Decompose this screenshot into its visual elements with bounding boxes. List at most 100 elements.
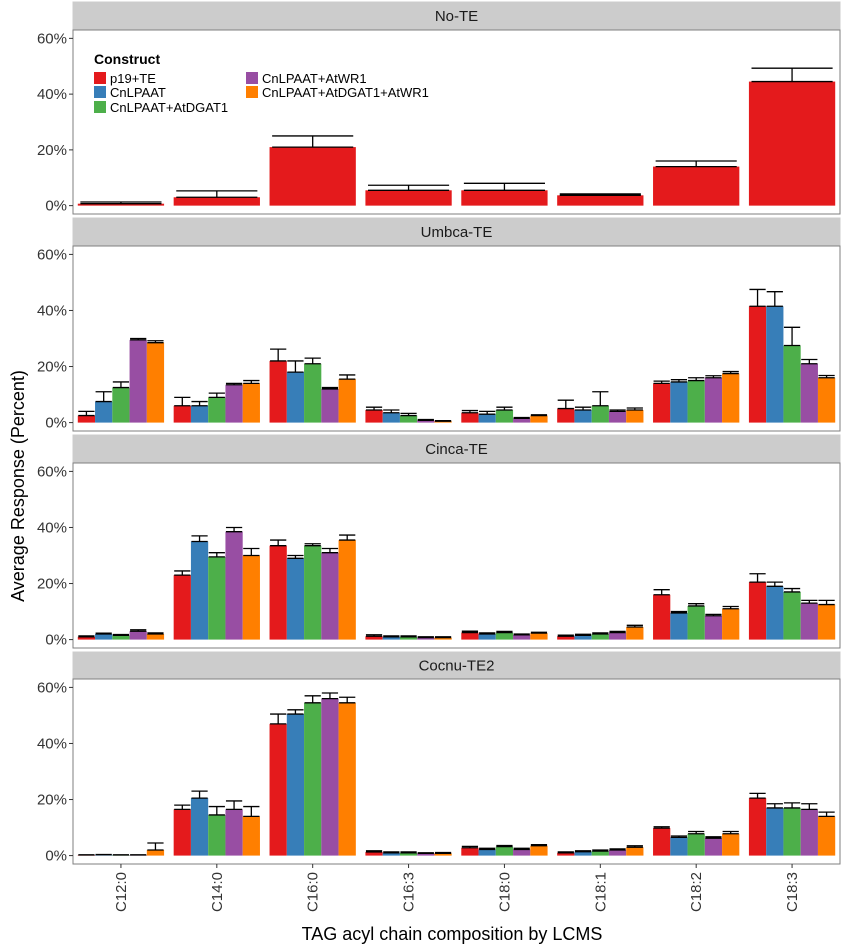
bar — [800, 603, 818, 640]
panel-cinca-te: Cinca-TE 0% 20% 40% 60% — [37, 434, 841, 649]
bar — [557, 195, 644, 206]
bar — [173, 405, 191, 423]
bar — [608, 411, 627, 423]
error-bar — [304, 543, 321, 547]
bar — [722, 608, 740, 640]
y-tick-label: 0% — [45, 848, 67, 865]
bar — [417, 420, 435, 423]
error-bar — [722, 370, 739, 375]
bar — [304, 545, 322, 640]
error-bar — [705, 613, 722, 617]
bar — [704, 377, 723, 423]
bar — [365, 851, 383, 856]
error-bar — [339, 696, 356, 704]
bar — [461, 190, 548, 206]
error-bar — [722, 830, 739, 835]
panel-strip — [72, 217, 841, 247]
bar — [190, 798, 209, 856]
y-tick-label: 20% — [37, 792, 67, 809]
error-bar — [479, 410, 496, 415]
bar — [129, 631, 147, 640]
bar — [399, 852, 418, 856]
bar — [670, 837, 688, 856]
bar — [190, 405, 209, 423]
bar — [478, 633, 496, 640]
y-tick-label: 0% — [45, 415, 67, 432]
bar — [399, 415, 418, 423]
error-bar — [130, 629, 147, 632]
legend-title: Construct — [94, 51, 160, 67]
panel-no-te: No-TE 0% 20% 40% 60% — [37, 1, 841, 215]
panel-title: Cinca-TE — [425, 441, 488, 458]
error-bar — [383, 851, 400, 854]
bar — [670, 612, 688, 640]
error-bar — [417, 418, 434, 421]
error-bar — [609, 848, 626, 851]
error-bar — [191, 790, 208, 799]
bar — [112, 635, 130, 640]
bar — [687, 833, 705, 856]
bar — [495, 846, 514, 856]
error-bar — [557, 399, 574, 410]
error-bar — [287, 554, 304, 559]
bar — [591, 405, 609, 423]
error-bar — [766, 581, 783, 587]
error-bar — [609, 630, 626, 634]
bar — [783, 345, 801, 423]
error-bar — [513, 847, 530, 851]
bar — [557, 852, 575, 856]
error-bar — [688, 377, 705, 382]
y-tick-label: 20% — [37, 359, 67, 376]
bar — [608, 632, 627, 640]
error-bar — [225, 800, 243, 810]
error-bar — [557, 634, 574, 637]
error-bar — [513, 633, 530, 636]
bar — [766, 306, 784, 423]
error-bar — [78, 410, 95, 417]
panel-umbca-te: Umbca-TE 0% 20% 40% 60% — [37, 217, 841, 432]
error-bar — [749, 792, 766, 799]
error-bar — [434, 419, 452, 422]
bar — [77, 203, 165, 206]
error-bar — [287, 709, 304, 715]
error-bar — [208, 392, 225, 399]
error-bar — [496, 844, 513, 848]
error-bar — [147, 340, 164, 344]
error-bar — [339, 374, 356, 380]
bar — [173, 809, 191, 856]
legend-swatch — [94, 101, 106, 113]
error-bar — [574, 406, 592, 411]
bar — [269, 723, 287, 856]
error-bar — [655, 160, 737, 168]
panel-strip — [72, 1, 841, 31]
bar — [478, 414, 496, 423]
error-bar — [225, 526, 243, 533]
bar — [225, 809, 243, 856]
bar — [269, 147, 356, 206]
error-bar — [766, 291, 783, 307]
bar — [146, 633, 165, 640]
error-bar — [722, 605, 739, 610]
error-bar — [670, 379, 688, 383]
y-axis-title: Average Response (Percent) — [8, 370, 28, 602]
error-bar — [766, 803, 783, 809]
error-bar — [783, 326, 801, 347]
error-bar — [80, 201, 162, 205]
error-bar — [530, 844, 548, 847]
bar — [382, 852, 400, 856]
bar — [382, 412, 400, 423]
error-bar — [670, 835, 688, 839]
bar — [800, 809, 818, 856]
bar — [173, 575, 191, 640]
error-bar — [592, 391, 609, 407]
bar — [338, 540, 356, 640]
error-bar — [78, 635, 95, 638]
error-bar — [434, 851, 452, 854]
x-tick-label: C16:0 — [305, 872, 322, 912]
bar — [766, 807, 784, 856]
bar — [382, 636, 400, 640]
y-tick-label: 60% — [37, 30, 67, 47]
error-bar — [321, 547, 339, 554]
bar — [269, 545, 287, 640]
bar — [417, 853, 435, 856]
